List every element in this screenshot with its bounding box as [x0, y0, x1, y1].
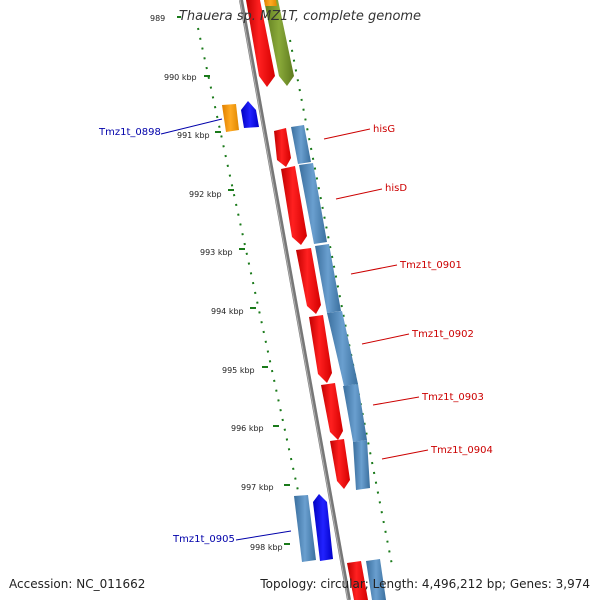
label-leader-line — [323, 128, 371, 140]
gene-orange[interactable] — [264, 0, 277, 6]
gene-orange[interactable] — [222, 104, 239, 132]
gene-red-Tmz1t_0904[interactable] — [330, 439, 350, 489]
cds-blue-hisG[interactable] — [291, 125, 311, 164]
genome-title: Thauera sp. MZ1T, complete genome — [178, 9, 422, 24]
label-leader-line — [372, 396, 420, 406]
gene-label-hisG[interactable]: hisG — [373, 124, 395, 135]
cds-blue-Tmz1t_0904[interactable] — [353, 440, 370, 490]
ruler-tick — [284, 484, 290, 486]
ruler-tick — [228, 189, 234, 191]
ruler-label: 996 kbp — [231, 424, 264, 433]
gene-red[interactable] — [246, 0, 275, 87]
gene-blue-Tmz1t_0905[interactable] — [313, 494, 333, 561]
gene-label-Tmz1t_0901[interactable]: Tmz1t_0901 — [399, 260, 462, 271]
ruler-tick — [250, 307, 256, 309]
gene-label-Tmz1t_0898[interactable]: Tmz1t_0898 — [98, 127, 161, 138]
ruler-label: 992 kbp — [189, 190, 222, 199]
topology-summary-text: Topology: circular; Length: 4,496,212 bp… — [260, 577, 590, 591]
ruler-label: 991 kbp — [177, 131, 210, 140]
gene-label-Tmz1t_0903[interactable]: Tmz1t_0903 — [421, 392, 484, 403]
gene-label-Tmz1t_0905[interactable]: Tmz1t_0905 — [172, 534, 235, 545]
gene-green[interactable] — [264, 0, 294, 86]
gene-red-Tmz1t_0903[interactable] — [321, 383, 343, 440]
ruler-label: 989 — [150, 14, 165, 23]
ruler-tick — [262, 366, 268, 368]
gene-label-Tmz1t_0904[interactable]: Tmz1t_0904 — [430, 445, 493, 456]
gene-red-hisG[interactable] — [274, 128, 291, 167]
ruler-guide-line — [197, 27, 301, 501]
label-leader-line — [335, 188, 383, 200]
genome-backbone-highlight — [239, 0, 349, 600]
gene-red[interactable] — [347, 561, 368, 600]
gene-labels: hisG hisD Tmz1t_0901 Tmz1t_0902 Tmz1t_09… — [98, 118, 493, 545]
ruler-label: 990 kbp — [164, 73, 197, 82]
cds-blue[interactable] — [366, 559, 386, 600]
ruler-tick — [284, 543, 290, 545]
label-leader-line — [350, 264, 398, 275]
cds-blue-hisD[interactable] — [299, 163, 327, 244]
label-leader-line — [235, 530, 292, 541]
cds-blue[interactable] — [294, 495, 316, 562]
label-leader-line — [160, 118, 223, 135]
ruler-tick — [204, 75, 210, 77]
label-leader-line — [381, 449, 429, 460]
track-guide-line — [289, 39, 393, 566]
ruler-label: 995 kbp — [222, 366, 255, 375]
ruler-label: 994 kbp — [211, 307, 244, 316]
gene-red-Tmz1t_0901[interactable] — [296, 248, 321, 314]
ruler-tick — [177, 16, 181, 18]
gene-blue-Tmz1t_0898[interactable] — [241, 101, 259, 128]
gene-label-Tmz1t_0902[interactable]: Tmz1t_0902 — [411, 329, 474, 340]
cds-blue-Tmz1t_0902[interactable] — [327, 311, 358, 386]
cds-blue-Tmz1t_0901[interactable] — [315, 244, 341, 313]
gene-label-hisD[interactable]: hisD — [385, 183, 407, 194]
ruler-tick — [273, 425, 279, 427]
genome-backbone — [239, 0, 351, 600]
ruler-label: 997 kbp — [241, 483, 274, 492]
gene-red-hisD[interactable] — [281, 166, 307, 245]
ruler-tick — [215, 131, 221, 133]
ruler-label: 998 kbp — [250, 543, 283, 552]
label-leader-line — [361, 333, 410, 345]
accession-text: Accession: NC_011662 — [9, 577, 146, 591]
ruler: 989 990 kbp 991 kbp 992 kbp 993 kbp 994 … — [150, 14, 290, 552]
cds-blue-Tmz1t_0903[interactable] — [343, 384, 367, 442]
ruler-tick — [239, 248, 245, 250]
ruler-label: 993 kbp — [200, 248, 233, 257]
gene-red-Tmz1t_0902[interactable] — [309, 315, 332, 383]
